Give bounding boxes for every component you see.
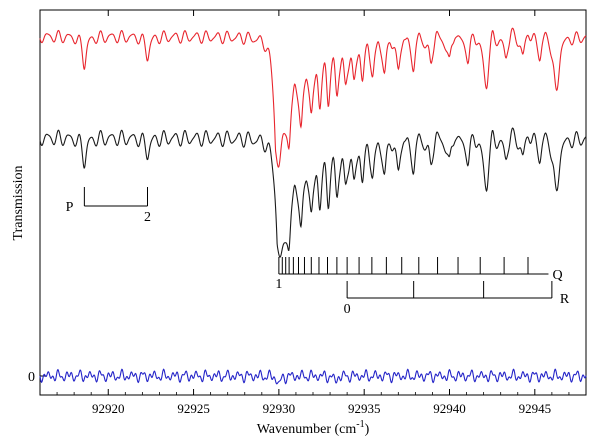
x-axis-label-main: Wavenumber (cm — [257, 422, 357, 437]
p-branch-tick-label: 2 — [144, 210, 151, 225]
series-line-observed — [39, 127, 587, 258]
x-tick-label: 92945 — [519, 401, 552, 416]
x-tick-label: 92935 — [348, 401, 381, 416]
y-axis-label: Transmission — [11, 166, 26, 241]
x-tick-label: 92925 — [177, 401, 210, 416]
r-branch-start-label: 0 — [344, 302, 351, 317]
x-axis-ticks: 92920 92925 92930 92935 92940 92945 — [39, 10, 587, 416]
x-axis-label-end: ) — [365, 422, 370, 437]
series-line-residual — [39, 368, 587, 385]
x-tick-label: 92930 — [263, 401, 296, 416]
x-axis-label: Wavenumber (cm-1) — [257, 419, 370, 437]
y-zero-label: 0 — [28, 370, 35, 385]
series-line-simulated — [39, 27, 587, 168]
series-layer — [39, 27, 587, 385]
x-tick-label: 92940 — [433, 401, 466, 416]
x-axis-label-sup: -1 — [356, 419, 364, 430]
q-branch-start-label: 1 — [275, 277, 282, 292]
p-branch-label: P — [66, 200, 74, 215]
q-branch-label: Q — [552, 268, 562, 283]
branch-annotations: P 2 Q 1 R 0 — [66, 187, 570, 317]
r-branch-label: R — [560, 292, 570, 307]
x-tick-label: 92920 — [92, 401, 125, 416]
